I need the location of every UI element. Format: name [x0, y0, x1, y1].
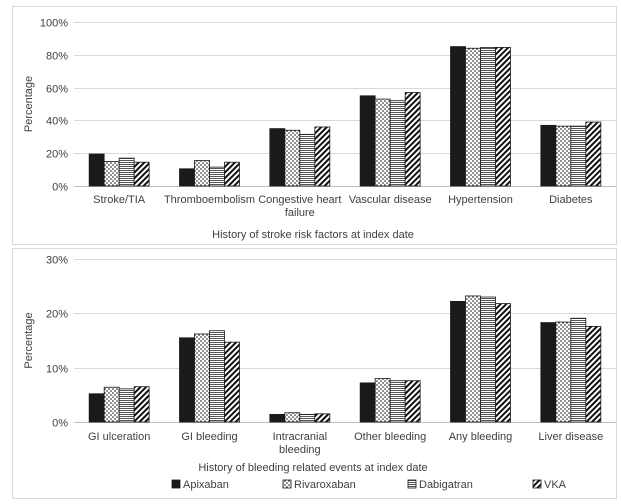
bar-rivaroxaban-5 — [465, 47, 481, 187]
y-tick-label: 10% — [46, 364, 68, 376]
bar-dabigatran-1 — [118, 388, 135, 423]
bar-vka-3 — [314, 126, 331, 187]
legend-item-rivaroxaban: Rivaroxaban — [282, 479, 356, 491]
bar-dabigatran-5 — [480, 47, 496, 187]
bar-apixaban-2 — [179, 168, 195, 187]
y-tick-label: 100% — [40, 18, 68, 30]
bar-apixaban-4 — [359, 382, 376, 423]
bar-rivaroxaban-6 — [555, 125, 572, 187]
x-tick-label: Vascular disease — [349, 194, 432, 206]
legend-swatch — [532, 479, 542, 489]
legend: Apixaban Rivaroxaban Dabigatran VKA — [171, 479, 567, 491]
x-tick-label: Hypertension — [448, 194, 513, 206]
x-tick-label: GI bleeding — [181, 431, 237, 443]
bar-apixaban-5 — [450, 46, 466, 187]
bar-rivaroxaban-1 — [103, 160, 120, 187]
bar-rivaroxaban-2 — [194, 160, 210, 187]
bar-apixaban-1 — [88, 393, 105, 423]
legend-item-apixaban: Apixaban — [171, 479, 229, 491]
x-tick-label: failure — [285, 207, 315, 219]
bar-apixaban-6 — [540, 322, 557, 423]
bar-dabigatran-4 — [389, 380, 406, 423]
legend-label: Rivaroxaban — [294, 479, 356, 491]
bar-dabigatran-3 — [299, 413, 316, 423]
bar-dabigatran-1 — [118, 157, 135, 187]
legend-label: Dabigatran — [419, 479, 473, 491]
legend-swatch — [282, 479, 292, 489]
y-tick-label: 0% — [52, 418, 68, 430]
x-tick-label: Intracranial — [273, 431, 327, 443]
bar-rivaroxaban-3 — [284, 412, 301, 423]
y-tick-label: 80% — [46, 51, 68, 63]
bar-vka-1 — [133, 386, 150, 423]
panel-frame — [12, 248, 617, 499]
x-tick-label: GI ulceration — [88, 431, 150, 443]
y-tick-label: 20% — [46, 309, 68, 321]
bar-vka-6 — [585, 121, 602, 187]
bar-vka-2 — [224, 341, 240, 423]
bar-dabigatran-4 — [389, 100, 406, 187]
bar-vka-1 — [133, 161, 150, 187]
x-tick-label: Other bleeding — [354, 431, 426, 443]
y-axis-label: Percentage — [23, 76, 35, 132]
legend-item-dabigatran: Dabigatran — [407, 479, 473, 491]
bar-rivaroxaban-4 — [374, 98, 391, 187]
bar-rivaroxaban-2 — [194, 333, 210, 423]
bar-vka-4 — [404, 92, 421, 187]
bar-dabigatran-5 — [480, 296, 496, 423]
y-tick-label: 0% — [52, 182, 68, 194]
x-axis-label: History of stroke risk factors at index … — [212, 229, 414, 241]
bar-rivaroxaban-3 — [284, 129, 301, 187]
x-tick-label: bleeding — [279, 444, 321, 456]
bar-rivaroxaban-6 — [555, 321, 572, 423]
chart-panel-1: 0% 20% 40% 60% 80% 100% Percentage Stroke/TIA Th… — [23, 18, 616, 241]
legend-swatch — [171, 479, 181, 489]
x-tick-label: Liver disease — [538, 431, 603, 443]
bar-dabigatran-6 — [570, 317, 587, 423]
x-tick-label: Thromboembolism — [164, 194, 255, 206]
chart-panel-2: 0% 10% 20% 30% Percentage GI ulceration GI ble… — [23, 255, 616, 474]
y-tick-label: 40% — [46, 116, 68, 128]
x-axis-label: History of bleeding related events at in… — [198, 462, 427, 474]
legend-label: VKA — [544, 479, 567, 491]
x-tick-label: Any bleeding — [449, 431, 513, 443]
panel-frame — [12, 6, 617, 245]
bar-apixaban-5 — [450, 300, 466, 423]
bar-dabigatran-2 — [209, 330, 225, 423]
x-tick-label: Stroke/TIA — [93, 194, 146, 206]
bar-vka-4 — [404, 380, 421, 423]
bar-rivaroxaban-4 — [374, 378, 391, 423]
bar-rivaroxaban-5 — [465, 295, 481, 423]
y-tick-label: 20% — [46, 149, 68, 161]
bar-vka-2 — [224, 161, 240, 187]
legend-item-vka: VKA — [532, 479, 567, 491]
legend-swatch — [407, 479, 417, 489]
bar-dabigatran-2 — [209, 166, 225, 187]
x-tick-label: Congestive heart — [258, 194, 341, 206]
y-tick-label: 60% — [46, 84, 68, 96]
bar-vka-3 — [314, 413, 331, 423]
bar-dabigatran-6 — [570, 125, 587, 187]
bar-vka-5 — [495, 47, 511, 187]
bar-dabigatran-3 — [299, 133, 316, 187]
bar-apixaban-6 — [540, 124, 557, 187]
bar-apixaban-3 — [269, 128, 286, 187]
y-axis-label: Percentage — [23, 312, 35, 368]
x-tick-label: Diabetes — [549, 194, 593, 206]
y-tick-label: 30% — [46, 255, 68, 267]
bar-apixaban-3 — [269, 413, 286, 423]
bar-vka-6 — [585, 325, 602, 423]
legend-label: Apixaban — [183, 479, 229, 491]
bar-vka-5 — [495, 303, 511, 423]
bar-apixaban-1 — [88, 153, 105, 187]
bar-apixaban-4 — [359, 95, 376, 187]
bar-rivaroxaban-1 — [103, 386, 120, 423]
bar-apixaban-2 — [179, 337, 195, 423]
